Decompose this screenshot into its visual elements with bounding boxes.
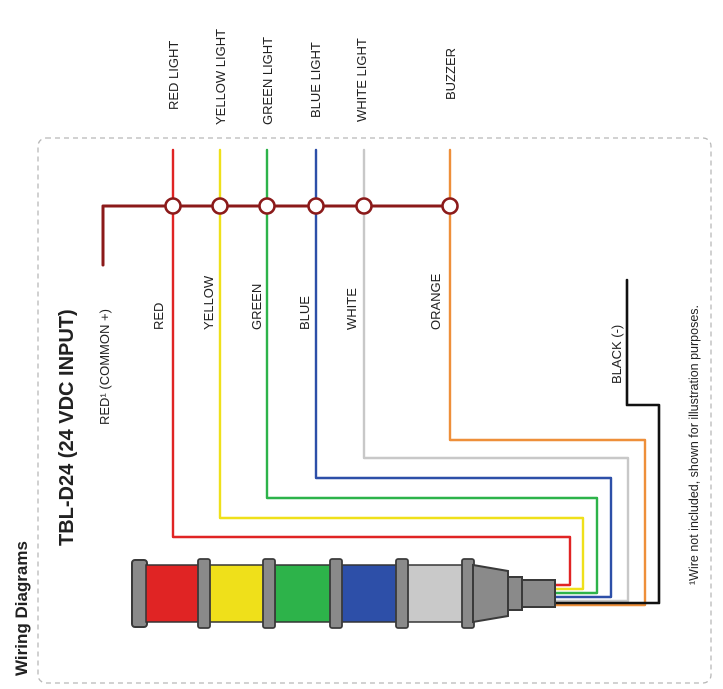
output-label-green-light: GREEN LIGHT [260, 37, 275, 125]
wire-label-green: GREEN [249, 284, 264, 330]
green-wire [265, 204, 599, 595]
yellow-segment [208, 564, 265, 623]
wire-label-orange: ORANGE [428, 273, 443, 330]
junction-red [164, 197, 182, 215]
common-wire [101, 204, 452, 267]
wire-label-black: BLACK (-) [609, 325, 624, 384]
wire-label-red: RED [151, 303, 166, 330]
wire-label-yellow: YELLOW [201, 275, 216, 330]
yellow-wire [218, 204, 585, 591]
wire-group [101, 148, 661, 607]
output-label-red-light: RED LIGHT [166, 41, 181, 110]
output-label-yellow-light: YELLOW LIGHT [213, 29, 228, 125]
separator-2 [262, 558, 276, 629]
tower-connector [507, 576, 523, 611]
wire-label-blue: BLUE [297, 296, 312, 330]
blue-wire [314, 204, 613, 599]
junction-green [258, 197, 276, 215]
black-wire [553, 278, 661, 605]
diagram-frame [37, 137, 712, 684]
red-segment [145, 564, 200, 623]
junction-white [355, 197, 373, 215]
blue-segment [340, 564, 398, 623]
separator-4 [395, 558, 409, 629]
junction-yellow [211, 197, 229, 215]
separator-1 [197, 558, 211, 629]
white-wire [362, 204, 630, 603]
tower-base [472, 563, 509, 624]
diagram-title: TBL-D24 (24 VDC INPUT) [56, 309, 78, 546]
separator-3 [329, 558, 343, 629]
green-segment [274, 564, 332, 623]
common-wire-label: RED¹ (COMMON +) [97, 309, 112, 425]
tower-light [131, 558, 556, 629]
junction-buzzer [441, 197, 459, 215]
output-label-blue-light: BLUE LIGHT [308, 42, 323, 118]
tower-cap [131, 559, 148, 628]
junction-blue [307, 197, 325, 215]
section-title: Wiring Diagrams [12, 541, 31, 676]
tower-cable-gland [521, 579, 556, 608]
output-label-white-light: WHITE LIGHT [354, 38, 369, 122]
wire-label-white: WHITE [344, 288, 359, 330]
junction-group [164, 197, 459, 215]
white-segment [406, 564, 465, 623]
output-label-buzzer: BUZZER [443, 48, 458, 100]
red-wire [171, 204, 572, 587]
orange-wire [448, 204, 647, 607]
footnote: ¹Wire not included, shown for illustrati… [687, 305, 701, 585]
